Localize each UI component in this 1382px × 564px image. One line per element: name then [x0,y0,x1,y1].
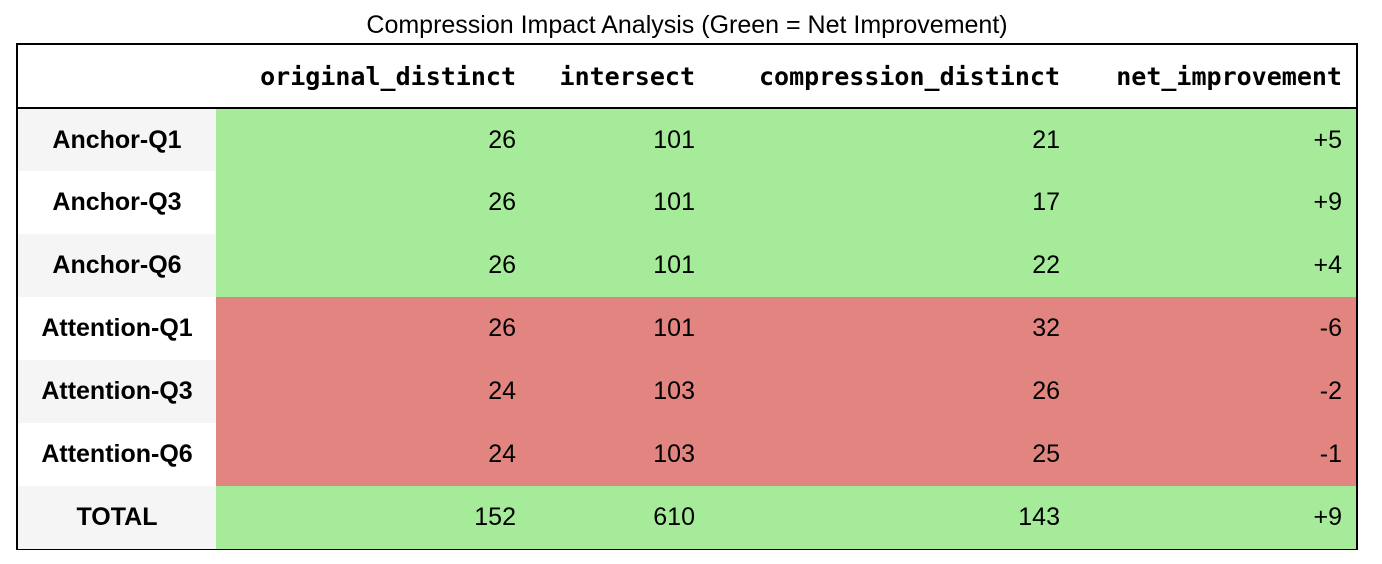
cell-compression-distinct: 32 [709,297,1074,360]
cell-net-improvement: -6 [1074,297,1356,360]
cell-compression-distinct: 21 [709,108,1074,171]
column-header-intersect: intersect [530,45,709,109]
table-caption: Compression Impact Analysis (Green = Net… [366,11,1008,39]
cell-net-improvement: +9 [1074,171,1356,234]
cell-intersect: 103 [530,360,709,423]
cell-intersect: 610 [530,486,709,549]
cell-original-distinct: 152 [216,486,530,549]
table-row-attention-q1: Attention-Q1 26 101 32 -6 [18,297,1356,360]
cell-original-distinct: 26 [216,108,530,171]
cell-original-distinct: 24 [216,360,530,423]
cell-original-distinct: 26 [216,171,530,234]
row-label: Anchor-Q6 [18,234,216,297]
cell-original-distinct: 26 [216,234,530,297]
header-corner-cell [18,45,216,109]
cell-compression-distinct: 22 [709,234,1074,297]
cell-compression-distinct: 143 [709,486,1074,549]
cell-original-distinct: 26 [216,297,530,360]
cell-net-improvement: -1 [1074,423,1356,486]
cell-compression-distinct: 26 [709,360,1074,423]
table-row-attention-q6: Attention-Q6 24 103 25 -1 [18,423,1356,486]
cell-original-distinct: 24 [216,423,530,486]
table-header-row: original_distinct intersect compression_… [18,45,1356,109]
compression-table-frame: original_distinct intersect compression_… [16,43,1358,550]
cell-net-improvement: +5 [1074,108,1356,171]
row-label: Anchor-Q3 [18,171,216,234]
row-label: Anchor-Q1 [18,108,216,171]
row-label: TOTAL [18,486,216,549]
compression-impact-table: original_distinct intersect compression_… [18,45,1356,549]
column-header-compression-distinct: compression_distinct [709,45,1074,109]
row-label: Attention-Q6 [18,423,216,486]
table-row-anchor-q6: Anchor-Q6 26 101 22 +4 [18,234,1356,297]
table-row-total: TOTAL 152 610 143 +9 [18,486,1356,549]
cell-intersect: 101 [530,108,709,171]
row-label: Attention-Q3 [18,360,216,423]
cell-intersect: 103 [530,423,709,486]
table-row-anchor-q1: Anchor-Q1 26 101 21 +5 [18,108,1356,171]
cell-net-improvement: +9 [1074,486,1356,549]
cell-intersect: 101 [530,234,709,297]
row-label: Attention-Q1 [18,297,216,360]
table-row-anchor-q3: Anchor-Q3 26 101 17 +9 [18,171,1356,234]
cell-net-improvement: -2 [1074,360,1356,423]
cell-net-improvement: +4 [1074,234,1356,297]
column-header-original-distinct: original_distinct [216,45,530,109]
cell-compression-distinct: 25 [709,423,1074,486]
cell-intersect: 101 [530,171,709,234]
cell-compression-distinct: 17 [709,171,1074,234]
cell-intersect: 101 [530,297,709,360]
table-row-attention-q3: Attention-Q3 24 103 26 -2 [18,360,1356,423]
column-header-net-improvement: net_improvement [1074,45,1356,109]
